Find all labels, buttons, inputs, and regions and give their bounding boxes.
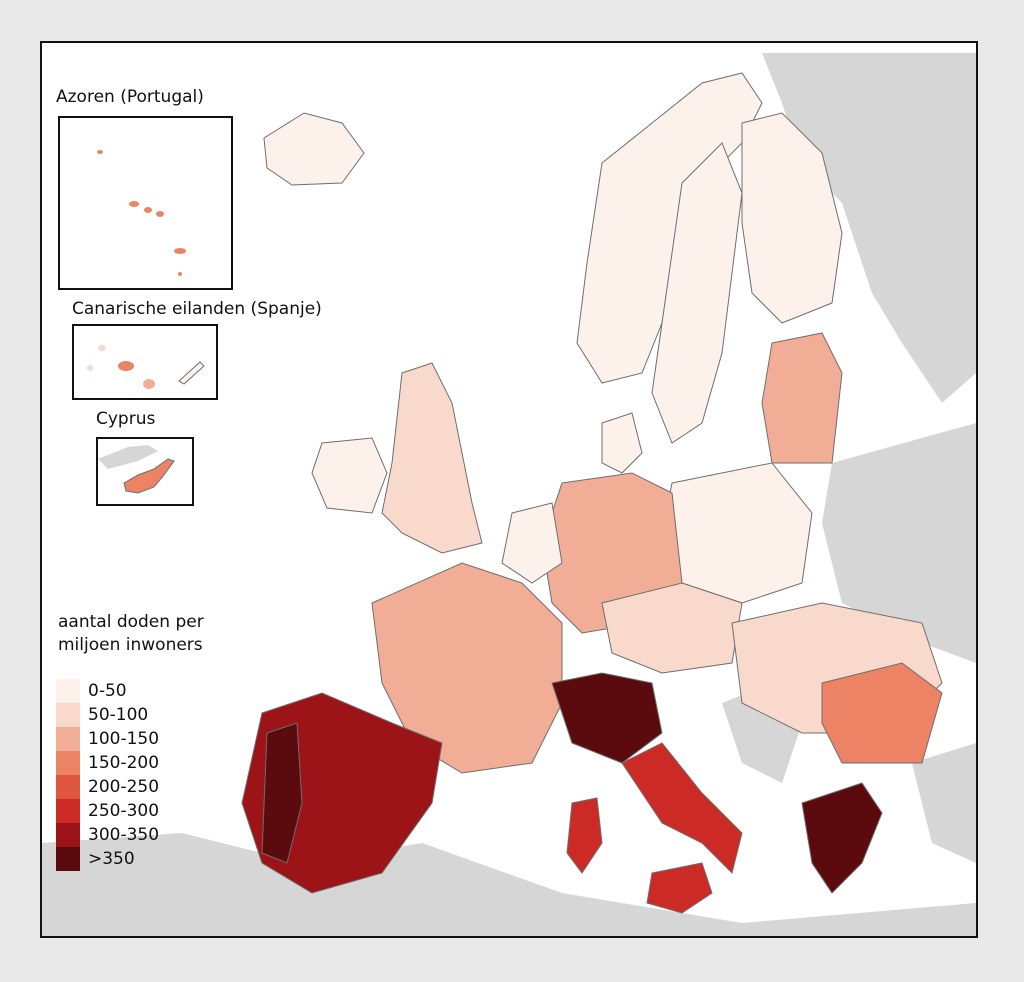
legend-swatch xyxy=(56,847,80,871)
legend-item: 300-350 xyxy=(56,823,159,847)
italy-peninsula xyxy=(621,742,743,874)
iceland xyxy=(263,112,365,186)
legend: 0-50 50-100 100-150 150-200 200-250 250-… xyxy=(56,679,159,871)
belarus-ukraine-land xyxy=(822,423,976,663)
mid-rate-regions xyxy=(371,562,943,774)
legend-swatch xyxy=(56,703,80,727)
inset-title-cyprus: Cyprus xyxy=(96,409,156,429)
legend-item: >350 xyxy=(56,847,159,871)
legend-swatch xyxy=(56,775,80,799)
baltics xyxy=(761,332,843,464)
legend-item: 50-100 xyxy=(56,703,159,727)
legend-label: >350 xyxy=(88,849,135,869)
legend-label: 300-350 xyxy=(88,825,160,845)
cyprus-island xyxy=(98,445,175,494)
high-rate-regions xyxy=(241,672,883,914)
legend-title: aantal doden per miljoen inwoners xyxy=(58,611,278,657)
legend-label: 0-50 xyxy=(88,681,127,701)
canary-islands xyxy=(87,345,205,389)
legend-swatch xyxy=(56,751,80,775)
finland xyxy=(741,112,843,324)
czechia-austria xyxy=(601,582,743,674)
legend-item: 250-300 xyxy=(56,799,159,823)
legend-title-line2: miljoen inwoners xyxy=(58,635,203,655)
europe-map xyxy=(42,53,976,936)
legend-swatch xyxy=(56,823,80,847)
legend-label: 50-100 xyxy=(88,705,149,725)
greece xyxy=(801,782,883,894)
legend-swatch xyxy=(56,679,80,703)
inset-azores xyxy=(58,116,233,290)
legend-label: 250-300 xyxy=(88,801,160,821)
northern-italy xyxy=(551,672,663,764)
poland xyxy=(661,462,813,604)
russia-land xyxy=(762,53,976,403)
azores-islands xyxy=(97,150,186,276)
sicily xyxy=(646,862,713,914)
legend-item: 150-200 xyxy=(56,751,159,775)
legend-label: 150-200 xyxy=(88,753,160,773)
uk xyxy=(381,362,483,554)
benelux xyxy=(501,502,563,584)
inset-title-canaries: Canarische eilanden (Spanje) xyxy=(72,299,322,319)
inset-canaries xyxy=(72,324,218,400)
inset-cyprus xyxy=(96,437,194,506)
ireland xyxy=(311,437,388,514)
portugal xyxy=(261,722,303,864)
legend-swatch xyxy=(56,727,80,751)
inset-title-azores: Azoren (Portugal) xyxy=(56,87,204,107)
legend-label: 200-250 xyxy=(88,777,160,797)
low-rate-regions xyxy=(263,72,943,734)
legend-item: 200-250 xyxy=(56,775,159,799)
sardinia xyxy=(566,797,603,874)
denmark xyxy=(601,412,643,474)
legend-item: 0-50 xyxy=(56,679,159,703)
legend-label: 100-150 xyxy=(88,729,160,749)
legend-swatch xyxy=(56,799,80,823)
turkey-land xyxy=(912,743,976,863)
sweden xyxy=(651,142,743,444)
france xyxy=(371,562,563,774)
bulgaria-greece-north xyxy=(821,662,943,764)
legend-title-line1: aantal doden per xyxy=(58,612,204,632)
map-frame: Azoren (Portugal) Canarische eilanden (S… xyxy=(40,41,978,938)
legend-item: 100-150 xyxy=(56,727,159,751)
